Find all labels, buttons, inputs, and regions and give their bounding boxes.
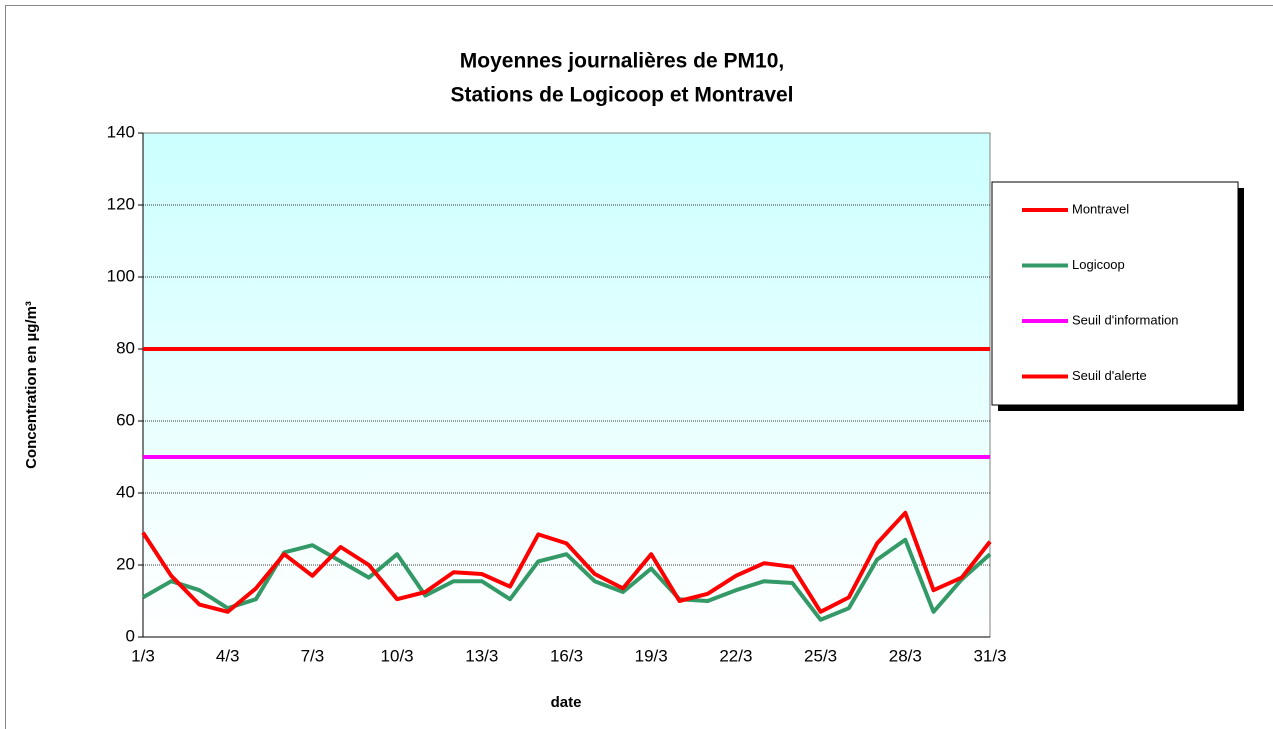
y-axis-label: Concentration en µg/m³ [23,301,40,469]
legend-label: Seuil d'information [1072,312,1179,327]
x-tick-label: 28/3 [889,646,922,665]
y-tick-label: 20 [116,554,135,573]
y-tick-label: 140 [107,122,135,141]
chart-subtitle: Stations de Logicoop et Montravel [450,84,793,107]
x-axis-label: date [551,694,582,711]
x-tick-label: 4/3 [216,646,240,665]
x-tick-label: 16/3 [550,646,583,665]
y-tick-label: 80 [116,338,135,357]
legend-box [991,181,1239,406]
x-tick-label: 1/3 [131,646,155,665]
legend-label: Logicoop [1072,257,1125,272]
y-tick-label: 0 [126,626,135,645]
y-tick-label: 40 [116,482,135,501]
y-tick-label: 120 [107,194,135,213]
legend-label: Montravel [1072,201,1129,216]
x-tick-label: 19/3 [635,646,668,665]
y-tick-label: 60 [116,410,135,429]
chart-title: Moyennes journalières de PM10, [460,50,784,73]
x-tick-label: 13/3 [465,646,498,665]
x-tick-label: 31/3 [973,646,1006,665]
plot-area [142,132,991,638]
x-tick-label: 7/3 [301,646,325,665]
series-line [141,510,992,614]
legend-label: Seuil d'alerte [1072,368,1147,383]
x-tick-label: 10/3 [381,646,414,665]
x-tick-label: 25/3 [804,646,837,665]
x-tick-label: 22/3 [719,646,752,665]
y-tick-label: 100 [107,266,135,285]
